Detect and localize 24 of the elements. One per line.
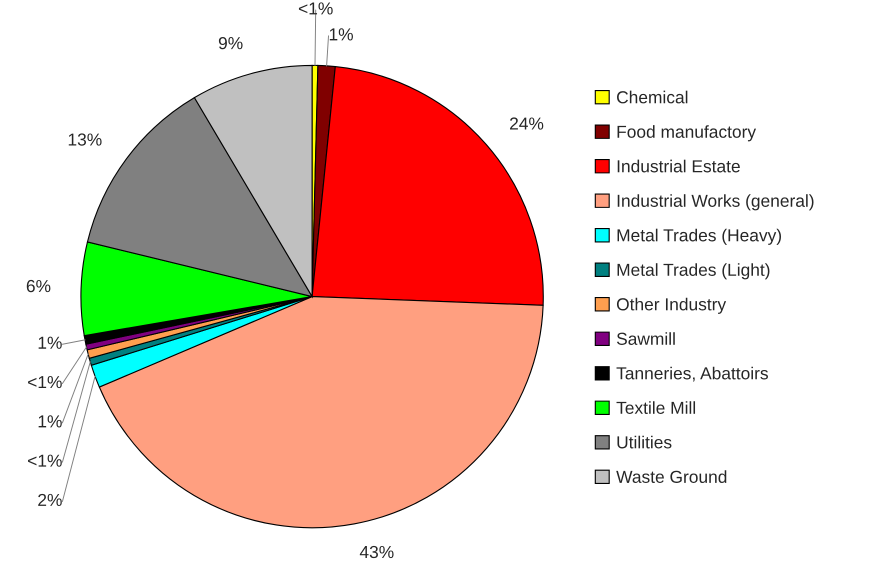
legend-label: Food manufactory [618, 125, 756, 142]
data-label: 24% [510, 117, 544, 130]
data-label: 6% [26, 280, 50, 292]
legend-label: Tanneries, Abattoirs [616, 366, 768, 382]
data-label: 13% [68, 133, 102, 146]
legend-label: Metal Trades (Heavy) [618, 228, 782, 245]
data-label: <1% [298, 2, 333, 15]
data-label: 2% [38, 494, 62, 506]
data-label: 9% [218, 36, 243, 50]
legend-label: Textile Mill [616, 401, 696, 414]
data-label: 1% [330, 28, 353, 40]
data-label: 1% [38, 336, 62, 349]
legend-label: Metal Trades (Light) [618, 263, 770, 280]
legend-label: Sawmill [616, 332, 675, 345]
data-label: <1% [28, 376, 62, 388]
data-label: 1% [38, 415, 62, 428]
data-label: <1% [28, 454, 62, 467]
legend-label: Other Industry [616, 298, 726, 314]
data-label: 43% [360, 546, 394, 558]
legend-label: Industrial Works (general) [618, 194, 814, 210]
legend-label: Utilities [617, 436, 672, 448]
legend-label: Waste Ground [616, 470, 726, 483]
legend-label: Industrial Estate [618, 160, 740, 172]
legend-label: Chemical [617, 90, 688, 104]
